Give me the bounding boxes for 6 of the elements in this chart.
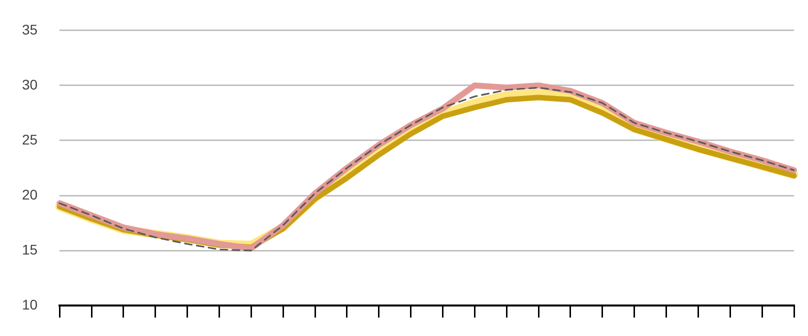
y-tick-label: 35 xyxy=(22,21,38,38)
y-tick-label: 25 xyxy=(22,131,38,148)
y-tick-label: 20 xyxy=(22,186,38,202)
y-tick-label: 10 xyxy=(22,296,38,312)
y-tick-label: 15 xyxy=(22,241,38,258)
y-tick-label: 30 xyxy=(22,76,38,92)
